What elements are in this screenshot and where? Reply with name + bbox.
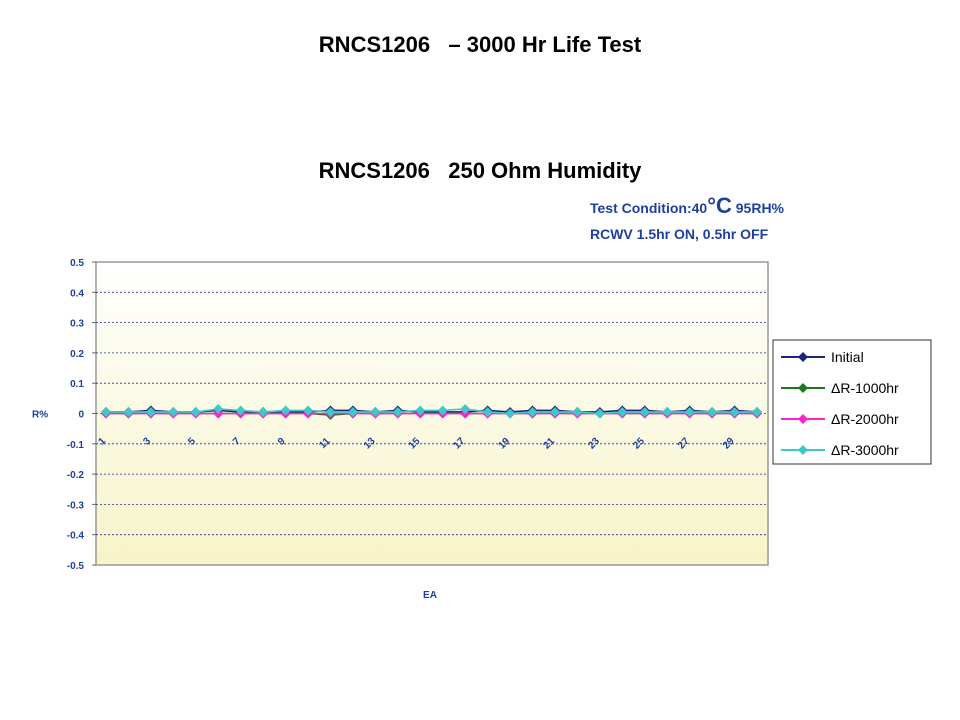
data-point	[729, 406, 740, 417]
y-tick-label: -0.4	[67, 531, 85, 542]
data-point	[460, 403, 471, 414]
data-point	[213, 403, 224, 414]
data-point	[235, 405, 246, 416]
data-point	[594, 408, 605, 419]
data-point	[325, 406, 336, 417]
data-point	[684, 406, 695, 417]
data-point	[123, 406, 134, 417]
y-axis-label: R%	[32, 410, 48, 421]
y-tick-label: 0.4	[70, 288, 84, 299]
data-point	[303, 405, 314, 416]
data-point	[190, 406, 201, 417]
data-point	[752, 406, 762, 417]
data-point	[280, 405, 291, 416]
degree-celsius-symbol: °C	[707, 193, 732, 218]
legend-label: ΔR-1000hr	[831, 380, 899, 396]
data-point	[707, 406, 718, 417]
data-point	[101, 406, 111, 417]
legend-label: Initial	[831, 349, 864, 365]
legend-marker	[798, 445, 808, 455]
y-tick-label: -0.3	[67, 500, 85, 511]
x-axis-label: EA	[423, 590, 437, 601]
data-point	[415, 405, 426, 416]
legend-label: ΔR-3000hr	[831, 442, 899, 458]
test-condition-line2: RCWV 1.5hr ON, 0.5hr OFF	[590, 226, 769, 242]
data-point	[347, 406, 358, 417]
legend-marker	[798, 414, 808, 424]
data-point	[639, 406, 650, 417]
data-point	[258, 406, 269, 417]
data-point	[617, 406, 628, 417]
y-tick-label: 0.3	[70, 319, 84, 330]
legend-marker	[798, 383, 808, 393]
legend-label: ΔR-2000hr	[831, 411, 899, 427]
y-tick-label: 0.1	[70, 379, 84, 390]
data-point	[527, 406, 538, 417]
legend-box	[772, 339, 932, 465]
test-condition-prefix: Test Condition:40	[590, 200, 708, 216]
y-tick-label: -0.1	[67, 440, 85, 451]
y-tick-label: -0.5	[67, 561, 85, 572]
data-point	[549, 406, 560, 417]
y-tick-label: 0.5	[70, 258, 84, 269]
chart-title: RNCS1206 250 Ohm Humidity	[318, 158, 642, 183]
y-tick-label: 0	[78, 410, 84, 421]
data-point	[437, 405, 448, 416]
test-condition-suffix: 95RH%	[731, 200, 785, 216]
y-tick-label: 0.2	[70, 349, 84, 360]
test-condition-line1: Test Condition:40°C 95RH%	[590, 193, 784, 219]
series-4	[101, 403, 762, 419]
data-point	[482, 406, 493, 417]
data-point	[505, 408, 516, 419]
data-point	[392, 406, 403, 417]
data-point	[145, 406, 156, 417]
data-point	[370, 406, 381, 417]
data-point	[572, 406, 583, 417]
data-point	[168, 406, 179, 417]
slide-title: RNCS1206 – 3000 Hr Life Test	[318, 32, 642, 57]
y-tick-label: -0.2	[67, 470, 85, 481]
legend-marker	[798, 352, 808, 362]
data-point	[662, 406, 673, 417]
